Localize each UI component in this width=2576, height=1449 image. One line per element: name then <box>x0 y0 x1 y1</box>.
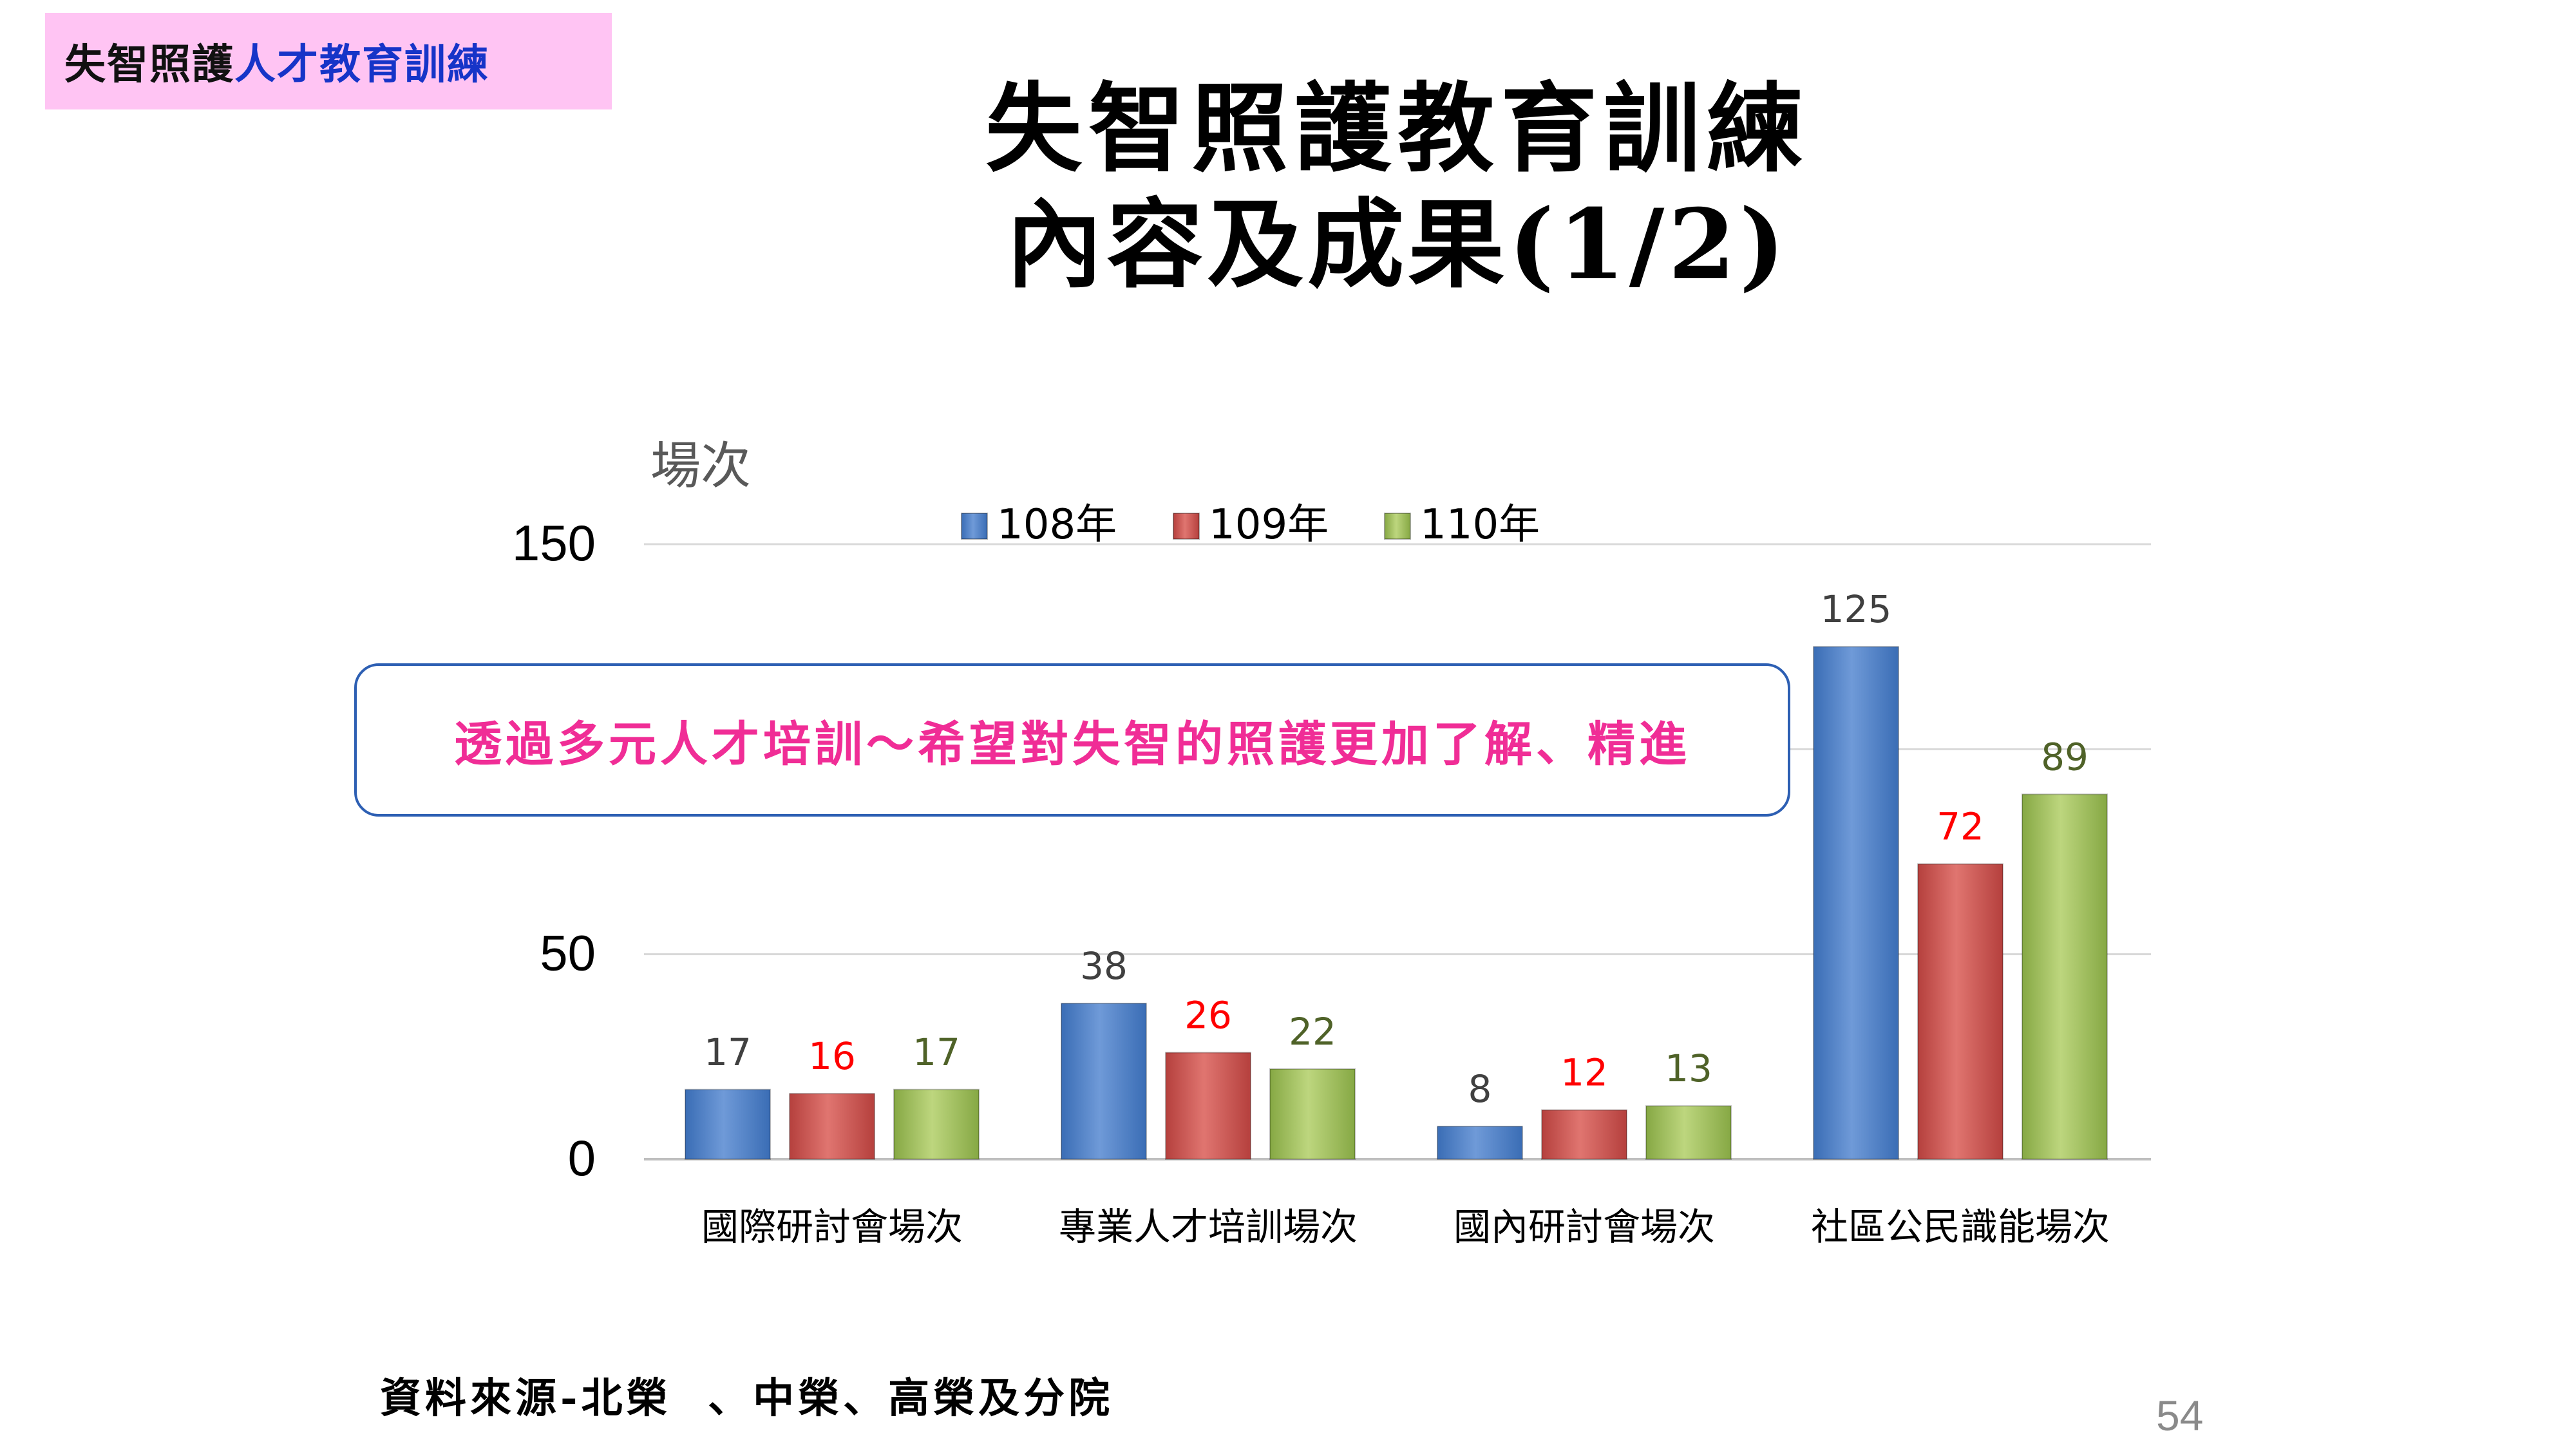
section-tag: 失智照護 人才教育訓練 <box>45 13 612 109</box>
x-category-label: 國內研討會場次 <box>1454 1205 1715 1249</box>
legend-swatch <box>1173 513 1200 540</box>
x-category-label: 社區公民識能場次 <box>1811 1205 2110 1249</box>
section-tag-part2: 人才教育訓練 <box>234 41 489 89</box>
data-label: 89 <box>2041 735 2088 779</box>
data-label: 17 <box>704 1030 752 1074</box>
legend-label: 108年 <box>997 501 1117 549</box>
data-source-note: 資料來源-北榮 、中榮、高榮及分院 <box>380 1374 1114 1423</box>
data-label: 12 <box>1560 1051 1608 1095</box>
page-title-line2: 內容及成果(1/2) <box>1006 188 1789 301</box>
legend-swatch <box>1384 513 1411 540</box>
bar-109年-2 <box>1541 1109 1627 1160</box>
data-label: 8 <box>1468 1067 1492 1111</box>
bar-109年-3 <box>1917 863 2003 1160</box>
data-label: 72 <box>1937 805 1984 849</box>
x-category-label: 專業人才培訓場次 <box>1059 1205 1358 1249</box>
bar-109年-1 <box>1165 1052 1251 1160</box>
legend-label: 109年 <box>1209 501 1329 549</box>
legend-swatch <box>961 513 988 540</box>
data-label: 17 <box>913 1030 960 1074</box>
y-tick-label: 0 <box>568 1130 596 1186</box>
page-title-line1: 失智照護教育訓練 <box>985 72 1810 185</box>
legend-label: 110年 <box>1420 501 1540 549</box>
bar-108年-2 <box>1437 1126 1523 1160</box>
callout-box: 透過多元人才培訓～希望對失智的照護更加了解、精進 <box>354 663 1790 817</box>
bar-110年-1 <box>1269 1068 1356 1160</box>
data-label: 38 <box>1080 944 1128 988</box>
section-tag-part1: 失智照護 <box>64 41 234 89</box>
y-tick-label: 150 <box>512 515 596 571</box>
y-axis-title: 場次 <box>650 437 751 495</box>
bar-110年-2 <box>1645 1105 1732 1160</box>
bar-108年-1 <box>1061 1003 1147 1160</box>
bar-110年-3 <box>2022 793 2108 1160</box>
data-label: 13 <box>1665 1046 1712 1090</box>
x-category-label: 國際研討會場次 <box>701 1205 963 1249</box>
data-label: 22 <box>1289 1010 1336 1054</box>
page-number: 54 <box>2156 1392 2204 1439</box>
bar-108年-0 <box>685 1088 771 1160</box>
data-label: 125 <box>1821 587 1892 631</box>
bar-110年-0 <box>893 1088 980 1160</box>
bar-109年-0 <box>789 1093 875 1160</box>
data-label: 26 <box>1184 993 1232 1037</box>
bar-108年-3 <box>1813 646 1899 1160</box>
data-label: 16 <box>808 1034 856 1078</box>
y-tick-label: 50 <box>540 925 596 981</box>
